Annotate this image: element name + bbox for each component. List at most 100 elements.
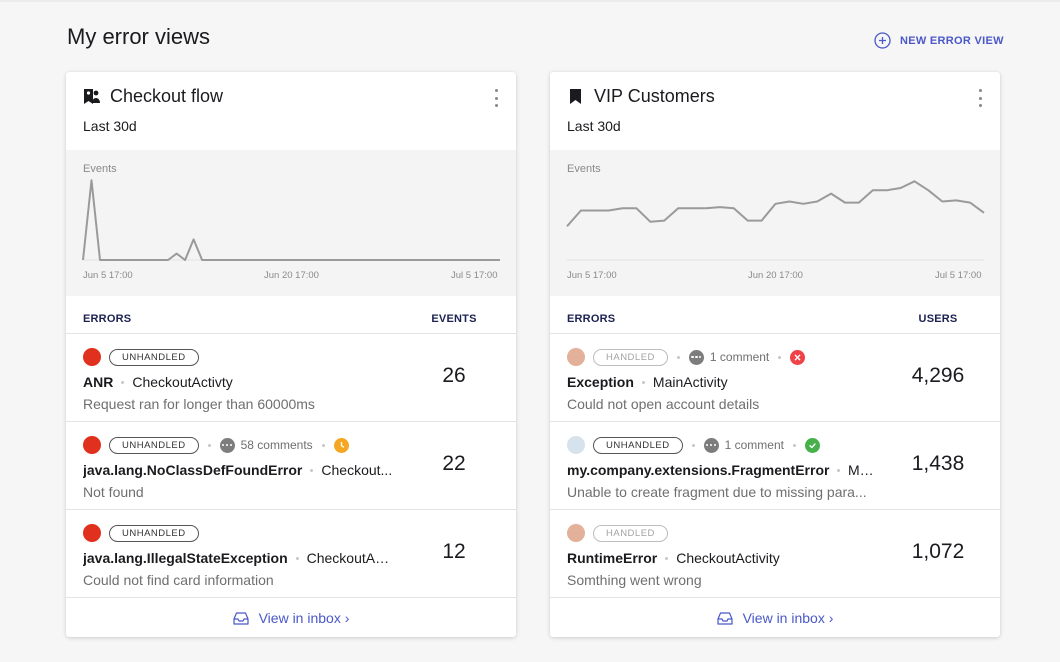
status-badge: UNHANDLED [109,348,199,366]
error-message: Unable to create fragment due to missing… [567,484,867,500]
x-tick-label: Jun 5 17:00 [567,270,617,281]
separator-dot [792,443,796,447]
error-location: CheckoutAc... [306,550,393,566]
error-location: CheckoutActivty [132,374,233,390]
error-class: java.lang.IllegalStateException [83,550,288,566]
new-error-view-button[interactable]: NEW ERROR VIEW [874,32,1004,49]
status-badge: UNHANDLED [109,436,199,454]
severity-dot [83,436,101,454]
card-title-text: Checkout flow [110,86,224,106]
error-meta: UNHANDLED [83,348,199,366]
bookmark-icon [567,88,584,105]
error-meta: HANDLED 1 comment [567,348,806,366]
card-title[interactable]: VIP Customers [567,86,715,107]
error-row[interactable]: HANDLED RuntimeError CheckoutActivity So… [550,510,1000,598]
severity-dot [83,524,101,542]
event-count: 26 [442,364,466,387]
view-in-inbox-label: View in inbox › [742,610,834,626]
separator-dot [121,380,125,384]
events-series-line [82,179,500,261]
error-row[interactable]: UNHANDLED ANR CheckoutActivty Request ra… [66,334,516,422]
separator-dot [295,556,299,560]
inbox-icon [232,611,249,625]
error-message: Somthing went wrong [567,572,702,588]
comment-count: 1 comment [709,350,770,364]
error-meta: UNHANDLED [83,524,199,542]
separator-dot [207,443,211,447]
status-badge: UNHANDLED [593,436,683,454]
events-series-line [566,180,985,227]
error-row[interactable]: UNHANDLED 1 comment my.company.extension… [550,422,1000,510]
error-location: Mai... [848,462,877,478]
table-header: ERRORS USERS [550,296,1000,334]
card-title-text: VIP Customers [594,86,715,106]
comment-count: 58 comments [240,438,313,452]
error-title-line: Exception MainActivity [567,374,877,390]
errors-column-header: ERRORS [567,313,616,325]
separator-dot [778,355,782,359]
more-options-icon[interactable] [490,89,502,107]
chart-y-label: Events [567,163,601,175]
error-class: RuntimeError [567,550,658,566]
error-class: Exception [567,374,634,390]
separator-dot [310,468,314,472]
severity-dot [567,524,585,542]
x-tick-label: Jun 20 17:00 [264,270,319,281]
view-in-inbox-link[interactable]: View in inbox › [550,599,1000,637]
people-bookmark-icon [83,88,100,105]
error-class: java.lang.NoClassDefFoundError [83,462,303,478]
error-meta: UNHANDLED 1 comment [567,436,820,454]
clock-icon [333,437,349,453]
error-title-line: java.lang.NoClassDefFoundError Checkout.… [83,462,393,478]
more-options-icon[interactable] [974,89,986,107]
status-badge: UNHANDLED [109,524,199,542]
error-location: Checkout... [321,462,393,478]
events-chart-svg [82,179,500,261]
error-message: Request ran for longer than 60000ms [83,396,315,412]
separator-dot [676,355,680,359]
comment-count: 1 comment [724,438,784,452]
events-chart: Events Jun 5 17:00 Jun 20 17:00 Jul 5 17… [66,150,516,296]
error-title-line: my.company.extensions.FragmentError Mai.… [567,462,877,478]
users-column-header: USERS [918,313,958,325]
severity-dot [83,348,101,366]
comment-icon [688,349,704,365]
event-count: 12 [442,540,466,563]
new-error-view-label: NEW ERROR VIEW [900,34,1004,47]
events-column-header: EVENTS [431,313,477,325]
events-chart-svg [566,180,985,261]
status-badge: HANDLED [593,524,668,542]
comment-icon [703,437,719,453]
top-divider [0,0,1060,2]
error-view-card-vip-customers: VIP Customers Last 30d Events Jun 5 17:0… [550,72,1000,637]
inbox-icon [716,611,733,625]
event-count: 22 [442,452,466,475]
page-title: My error views [67,24,211,49]
error-row[interactable]: UNHANDLED java.lang.IllegalStateExceptio… [66,510,516,598]
error-location: CheckoutActivity [676,550,780,566]
error-message: Could not find card information [83,572,274,588]
view-in-inbox-link[interactable]: View in inbox › [66,599,516,637]
card-range: Last 30d [567,118,621,134]
error-class: ANR [83,374,114,390]
card-range: Last 30d [83,118,137,134]
user-count: 1,438 [911,452,965,475]
separator-dot [665,556,669,560]
comment-icon [219,437,235,453]
error-view-card-checkout-flow: Checkout flow Last 30d Events Jun 5 17:0… [66,72,516,637]
separator-dot [321,443,325,447]
card-header: Checkout flow Last 30d [66,72,516,150]
close-icon [790,349,806,365]
x-tick-label: Jul 5 17:00 [451,270,498,281]
error-title-line: ANR CheckoutActivty [83,374,393,390]
error-message: Not found [83,484,144,500]
error-row[interactable]: HANDLED 1 comment Exception MainActivity… [550,334,1000,422]
error-row[interactable]: UNHANDLED 58 comments java.lang.NoClassD… [66,422,516,510]
view-in-inbox-label: View in inbox › [258,610,350,626]
severity-dot [567,436,585,454]
chart-y-label: Events [83,163,117,175]
card-title[interactable]: Checkout flow [83,86,223,107]
error-meta: HANDLED [567,524,668,542]
error-title-line: RuntimeError CheckoutActivity [567,550,877,566]
separator-dot [837,468,840,472]
